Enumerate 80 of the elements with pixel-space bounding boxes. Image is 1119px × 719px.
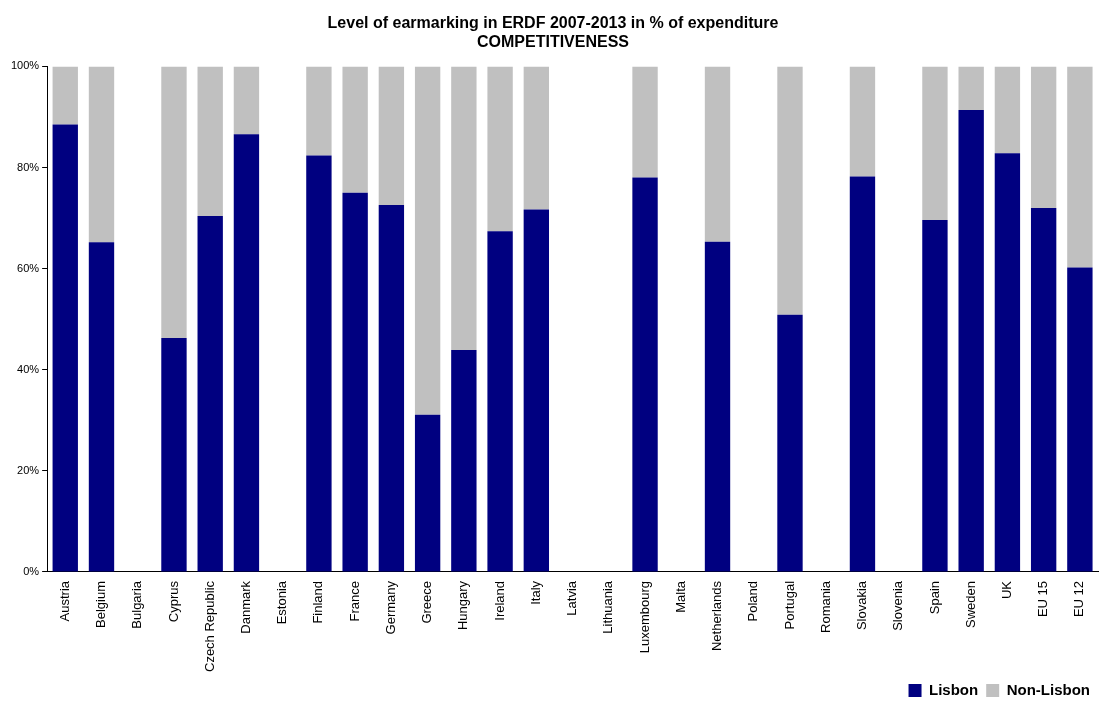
bar	[849, 66, 876, 177]
x-tick-label: Luxembourg	[636, 580, 652, 654]
x-tick-label: Czech Republic	[201, 580, 217, 672]
x-tick-label: Finland	[310, 580, 326, 624]
bar	[342, 66, 368, 193]
bar	[632, 177, 658, 572]
x-tick-label: Germany	[382, 580, 398, 635]
x-tick-label: Spain	[926, 580, 942, 615]
y-tick-label: 100%	[10, 59, 40, 72]
x-tick-label: Italy	[527, 580, 543, 605]
bar	[88, 66, 115, 243]
bar	[632, 66, 658, 178]
bar	[161, 66, 187, 338]
bar	[777, 314, 803, 572]
bar	[197, 66, 223, 217]
y-tick-label: 40%	[17, 362, 40, 375]
x-tick-label: Latvia	[564, 580, 580, 616]
bar	[52, 66, 78, 125]
bar	[378, 204, 405, 572]
x-tick-label: UK	[998, 580, 1014, 600]
x-tick-label: Slovenia	[890, 580, 906, 631]
bar	[451, 350, 477, 572]
x-tick-label: Netherlands	[709, 580, 725, 652]
bar	[523, 209, 550, 572]
bar	[704, 241, 731, 572]
bar	[342, 192, 368, 572]
bar	[922, 220, 948, 572]
x-tick-label: Ireland	[491, 580, 507, 621]
bar	[1067, 267, 1093, 572]
bar	[233, 134, 260, 572]
x-tick-label: Austria	[56, 580, 72, 622]
x-tick-label: Malta	[672, 580, 688, 613]
x-tick-label: Greece	[419, 580, 435, 624]
x-tick-label: Portugal	[781, 580, 797, 630]
x-tick-label: Cyprus	[165, 580, 181, 623]
x-tick-label: Lithuania	[600, 580, 616, 634]
chart-title: Level of earmarking in ERDF 2007-2013 in % of expenditure COMPETITIVENESS	[327, 14, 779, 51]
bar	[1067, 66, 1093, 268]
bar	[777, 66, 803, 315]
bar	[1030, 66, 1057, 208]
bar	[52, 124, 78, 572]
bar	[994, 153, 1021, 572]
bar	[88, 242, 115, 572]
bar	[451, 66, 477, 351]
bar	[233, 66, 260, 135]
bar	[161, 337, 187, 572]
bar	[523, 66, 550, 210]
x-tick-label: EU 12	[1071, 580, 1087, 618]
bar	[414, 66, 441, 415]
bar	[487, 231, 513, 572]
x-tick-label: Belgium	[93, 580, 109, 628]
x-tick-label: Danmark	[238, 580, 254, 634]
bar	[414, 414, 441, 572]
bar	[378, 66, 405, 205]
bar	[487, 66, 513, 232]
y-tick-label: 20%	[17, 463, 40, 476]
bar	[958, 66, 984, 110]
x-tick-label: Bulgaria	[129, 580, 145, 629]
x-tick-label: Estonia	[274, 580, 290, 625]
bar	[197, 216, 223, 572]
bar	[306, 66, 332, 156]
legend-label: Lisbon	[929, 680, 979, 698]
x-tick-label: Poland	[745, 580, 761, 622]
y-tick-label: 80%	[17, 160, 40, 173]
bar	[994, 66, 1021, 154]
bar	[306, 155, 332, 572]
x-tick-label: Sweden	[962, 580, 978, 628]
x-tick-label: France	[346, 580, 362, 622]
x-tick-label: Hungary	[455, 580, 471, 631]
bar	[922, 66, 948, 221]
x-tick-label: EU 15	[1035, 580, 1051, 618]
bar	[704, 66, 731, 242]
y-tick-label: 0%	[23, 564, 40, 577]
x-tick-label: Romania	[817, 580, 833, 633]
bar	[958, 109, 984, 572]
x-tick-label: Slovakia	[854, 580, 870, 631]
legend-label: Non-Lisbon	[1006, 680, 1091, 698]
y-tick-label: 60%	[17, 261, 40, 274]
bar	[849, 176, 876, 572]
bar	[1030, 207, 1057, 572]
